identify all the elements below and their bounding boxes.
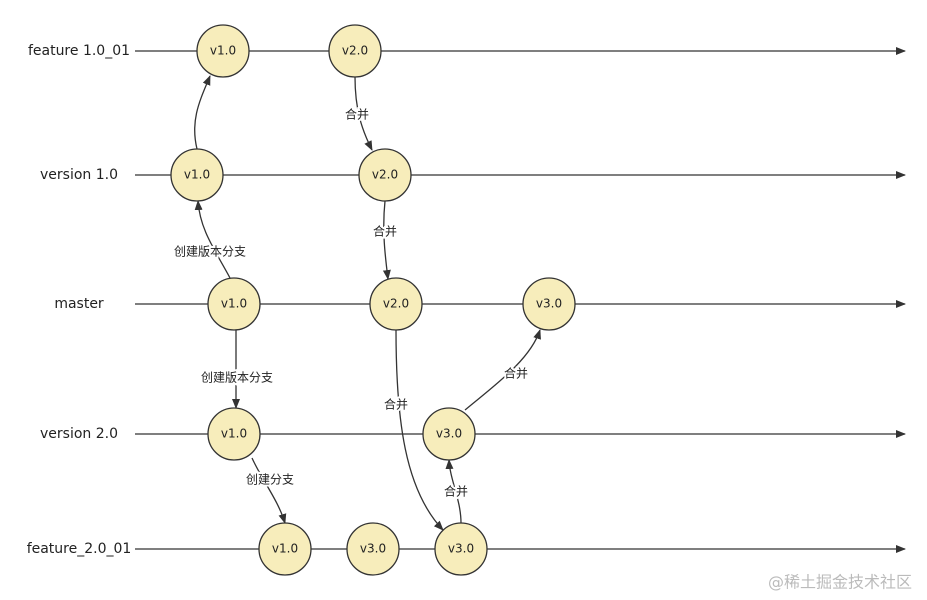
edge (382, 200, 391, 280)
edge-label: 合并 (373, 224, 397, 239)
edge (395, 329, 444, 531)
node-label: v1.0 (272, 542, 298, 556)
edge-label: 合并 (444, 484, 468, 499)
node-circle (258, 522, 312, 576)
node-label: v2.0 (383, 297, 409, 311)
node: v2.0 (328, 24, 382, 78)
node-label: v3.0 (436, 427, 462, 441)
node: v1.0 (196, 24, 250, 78)
node: v3.0 (434, 522, 488, 576)
lane-label: feature_2.0_01 (27, 541, 132, 557)
edge-label: 合并 (384, 397, 408, 412)
node-label: v3.0 (360, 542, 386, 556)
edge-label: 创建分支 (246, 473, 294, 487)
node-label: v1.0 (221, 297, 247, 311)
edges (194, 75, 541, 531)
watermark: @稀土掘金技术社区 (768, 573, 912, 592)
node: v1.0 (170, 148, 224, 202)
edge-label: 合并 (345, 107, 369, 122)
node-circle (434, 522, 488, 576)
node-label: v1.0 (184, 168, 210, 182)
node: v1.0 (207, 407, 261, 461)
node-label: v2.0 (372, 168, 398, 182)
node-circle (170, 148, 224, 202)
lane-label: version 2.0 (40, 426, 118, 442)
edge (251, 457, 287, 524)
node-circle (358, 148, 412, 202)
edge (194, 200, 231, 279)
node: v3.0 (422, 407, 476, 461)
node-label: v1.0 (221, 427, 247, 441)
nodes: v1.0 v2.0 v1.0 v2.0 v1.0 v2.0 v3.0 v1.0 v3.0 v1.0… (170, 24, 576, 576)
node-circle (422, 407, 476, 461)
node: v2.0 (369, 277, 423, 331)
lane-label: master (54, 296, 104, 312)
node: v3.0 (346, 522, 400, 576)
node-circle (207, 277, 261, 331)
edge-label: 创建版本分支 (201, 371, 273, 385)
edge (464, 329, 541, 411)
edge (445, 459, 462, 524)
node-label: v3.0 (448, 542, 474, 556)
node: v1.0 (207, 277, 261, 331)
node-label: v3.0 (536, 297, 562, 311)
node-circle (328, 24, 382, 78)
edge-label: 创建版本分支 (174, 245, 246, 259)
node-circle (369, 277, 423, 331)
node-circle (207, 407, 261, 461)
edge (354, 76, 373, 151)
lane-label: feature 1.0_01 (28, 43, 130, 59)
edge-labels: 创建版本分支 合并 合并 创建版本分支 创建分支 合并 合并 合并 (172, 105, 530, 501)
edge-label: 合并 (504, 366, 528, 381)
node: v2.0 (358, 148, 412, 202)
node-circle (346, 522, 400, 576)
node: v1.0 (258, 522, 312, 576)
node-circle (522, 277, 576, 331)
node: v3.0 (522, 277, 576, 331)
edge (194, 75, 211, 150)
node-circle (196, 24, 250, 78)
lane-label: version 1.0 (40, 167, 118, 183)
node-label: v1.0 (210, 44, 236, 58)
node-label: v2.0 (342, 44, 368, 58)
